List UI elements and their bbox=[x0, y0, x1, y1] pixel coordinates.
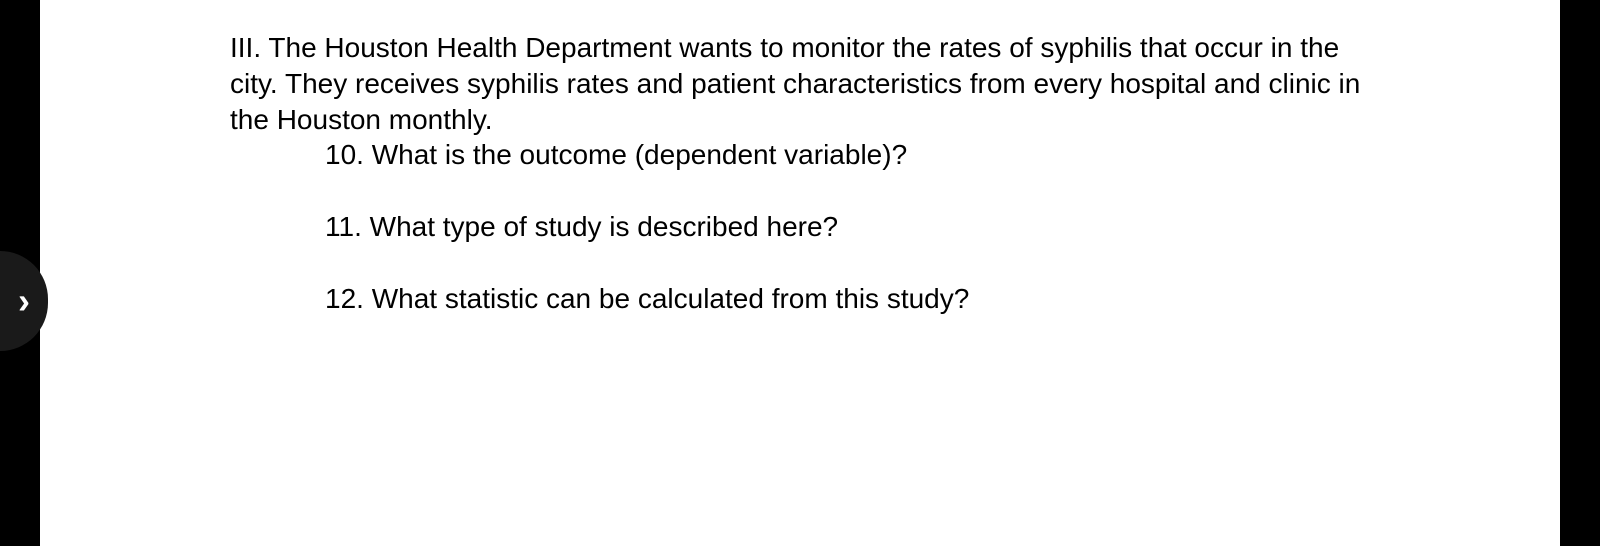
document-page: III. The Houston Health Department wants… bbox=[40, 0, 1560, 546]
question-text: What type of study is described here? bbox=[370, 211, 838, 242]
question-number: 11. bbox=[325, 211, 362, 242]
question-11: 11. What type of study is described here… bbox=[325, 209, 1370, 245]
question-number: 10. bbox=[325, 139, 364, 170]
chevron-right-icon: › bbox=[18, 280, 30, 322]
question-list: 10. What is the outcome (dependent varia… bbox=[230, 137, 1370, 316]
document-content: III. The Houston Health Department wants… bbox=[40, 0, 1560, 317]
question-12: 12. What statistic can be calculated fro… bbox=[325, 281, 1370, 317]
intro-paragraph: III. The Houston Health Department wants… bbox=[230, 30, 1370, 137]
question-text: What statistic can be calculated from th… bbox=[372, 283, 970, 314]
question-10: 10. What is the outcome (dependent varia… bbox=[325, 137, 1370, 173]
question-number: 12. bbox=[325, 283, 364, 314]
question-text: What is the outcome (dependent variable)… bbox=[372, 139, 907, 170]
